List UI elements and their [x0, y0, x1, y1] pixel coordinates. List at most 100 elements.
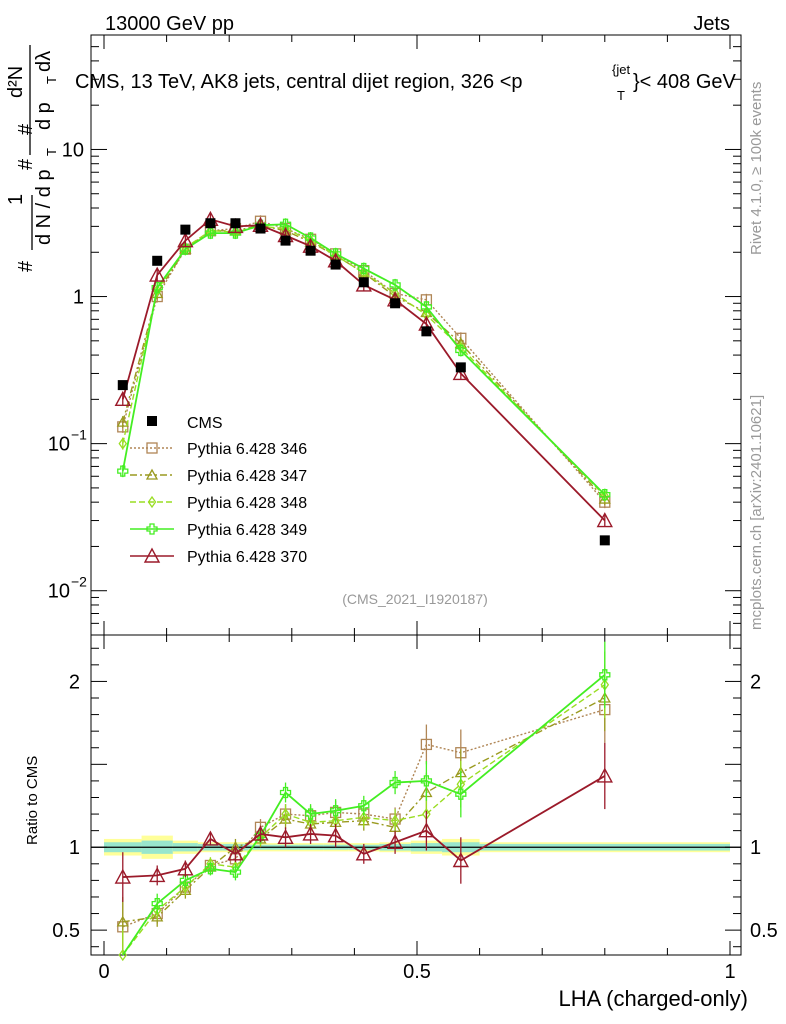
legend-marker: [146, 442, 158, 454]
ratio-point: [599, 669, 611, 681]
data-point: [358, 262, 370, 275]
mcplots-label: mcplots.cern.ch [arXiv:2401.10621]: [748, 395, 765, 630]
data-point: [149, 266, 166, 282]
y-tick-exponent: −2: [71, 574, 87, 590]
data-point: [117, 465, 129, 477]
cross-shape: [204, 863, 217, 875]
cross-shape: [279, 218, 292, 230]
ratio-point: [202, 830, 219, 846]
cross-shape: [304, 808, 317, 820]
legend: CMS Pythia 6.428 346 Pythia 6.428 347 Pythi…: [130, 415, 307, 566]
y-tick-label: 10: [48, 581, 70, 603]
cms-point: [255, 223, 266, 234]
ratio-point: [277, 828, 294, 844]
ratio-y-tick-label: 2: [69, 671, 80, 693]
ratio-point: [452, 852, 469, 868]
ratio-y-tick-label: 0.5: [52, 920, 80, 942]
legend-marker: [145, 468, 159, 480]
cross-shape: [229, 227, 242, 239]
legend-marker: [143, 547, 161, 563]
data-point: [600, 489, 610, 503]
ratio-uncertainty-band: [91, 835, 741, 859]
ratio-point: [114, 868, 131, 884]
cms-point: [305, 245, 316, 256]
cross-shape: [389, 776, 401, 789]
ratio-point: [116, 915, 129, 927]
cross-shape: [229, 866, 242, 878]
cms-point: [358, 277, 369, 288]
ratio-y-tick-label-right: 0.5: [750, 920, 778, 942]
y-tick-label: 1: [73, 287, 84, 309]
y-tick-label: 10: [48, 434, 70, 456]
legend-marker: [146, 523, 158, 535]
ratio-plot-frame: [90, 634, 742, 956]
cross-shape: [599, 669, 611, 681]
cross-shape: [358, 800, 370, 812]
legend-label: Pythia 6.428 347: [187, 468, 307, 485]
ratio-point: [227, 845, 244, 861]
ratio-point: [596, 767, 613, 783]
cross-shape: [455, 344, 467, 357]
cms-point: [230, 218, 241, 229]
ratio-point: [177, 860, 194, 876]
legend-label: Pythia 6.428 346: [187, 441, 307, 458]
chart-title: CMS, 13 TeV, AK8 jets, central dijet reg…: [75, 62, 737, 103]
ylabel-hash-1: #: [15, 260, 37, 272]
series-line-ratio: [122, 684, 606, 956]
series-line-ratio: [122, 697, 606, 923]
x-axis-label: LHA (charged-only): [558, 986, 748, 1011]
legend-label: Pythia 6.428 370: [187, 549, 307, 566]
ratio-y-tick-label: 1: [69, 837, 80, 859]
series-line-main: [122, 225, 606, 497]
ratio-point: [304, 808, 317, 820]
data-point: [114, 390, 131, 407]
analysis-watermark: (CMS_2021_I1920187): [342, 591, 488, 607]
ratio-y-tick-label-right: 2: [750, 671, 761, 693]
cms-point: [280, 235, 291, 246]
ratio-y-tick-label-right: 1: [750, 837, 761, 859]
legend-cms-label: CMS: [187, 415, 223, 432]
data-point: [599, 488, 611, 501]
data-point: [177, 232, 194, 248]
cross-shape: [151, 897, 163, 910]
ratio-point: [386, 833, 404, 849]
rivet-label: Rivet 4.1.0, ≥ 100k events: [748, 82, 765, 255]
ylabel-dl: dλ: [33, 51, 55, 72]
cross-shape: [420, 301, 433, 313]
x-tick-label: 0: [98, 961, 109, 983]
cms-data: [117, 218, 610, 546]
ratio-point: [279, 786, 292, 799]
cross-shape: [146, 523, 158, 535]
header-left: 13000 GeV pp: [105, 13, 234, 35]
cms-point: [180, 224, 191, 235]
title-sup: {jet: [612, 62, 630, 77]
ratio-point: [420, 775, 433, 787]
cross-shape: [204, 227, 217, 239]
cms-point: [599, 535, 610, 546]
data-point: [118, 437, 128, 450]
legend-marker: [147, 495, 157, 509]
ratio-point: [359, 811, 369, 824]
y-axis-label: # 1 d N / d p T # # d²N d p T dλ: [5, 45, 59, 272]
ylabel-one: 1: [5, 194, 27, 205]
ratio-point: [355, 845, 372, 861]
data-point: [229, 227, 242, 239]
ylabel-dn: d N / d p: [33, 169, 55, 245]
cross-shape: [329, 805, 342, 817]
y-tick-label: 10: [62, 139, 84, 161]
cms-point: [330, 259, 341, 270]
cross-shape: [389, 279, 401, 291]
series-2: [116, 218, 611, 947]
cross-shape: [279, 786, 292, 799]
title-main: CMS, 13 TeV, AK8 jets, central dijet reg…: [75, 71, 523, 93]
data-point: [152, 284, 162, 297]
cms-point: [455, 362, 466, 373]
ratio-point: [302, 825, 319, 841]
data-point: [279, 218, 292, 230]
ratio-point: [389, 776, 401, 789]
data-point: [151, 281, 163, 294]
ratio-point: [229, 866, 242, 878]
ratio-point: [329, 805, 342, 817]
x-tick-label: 1: [724, 961, 735, 983]
